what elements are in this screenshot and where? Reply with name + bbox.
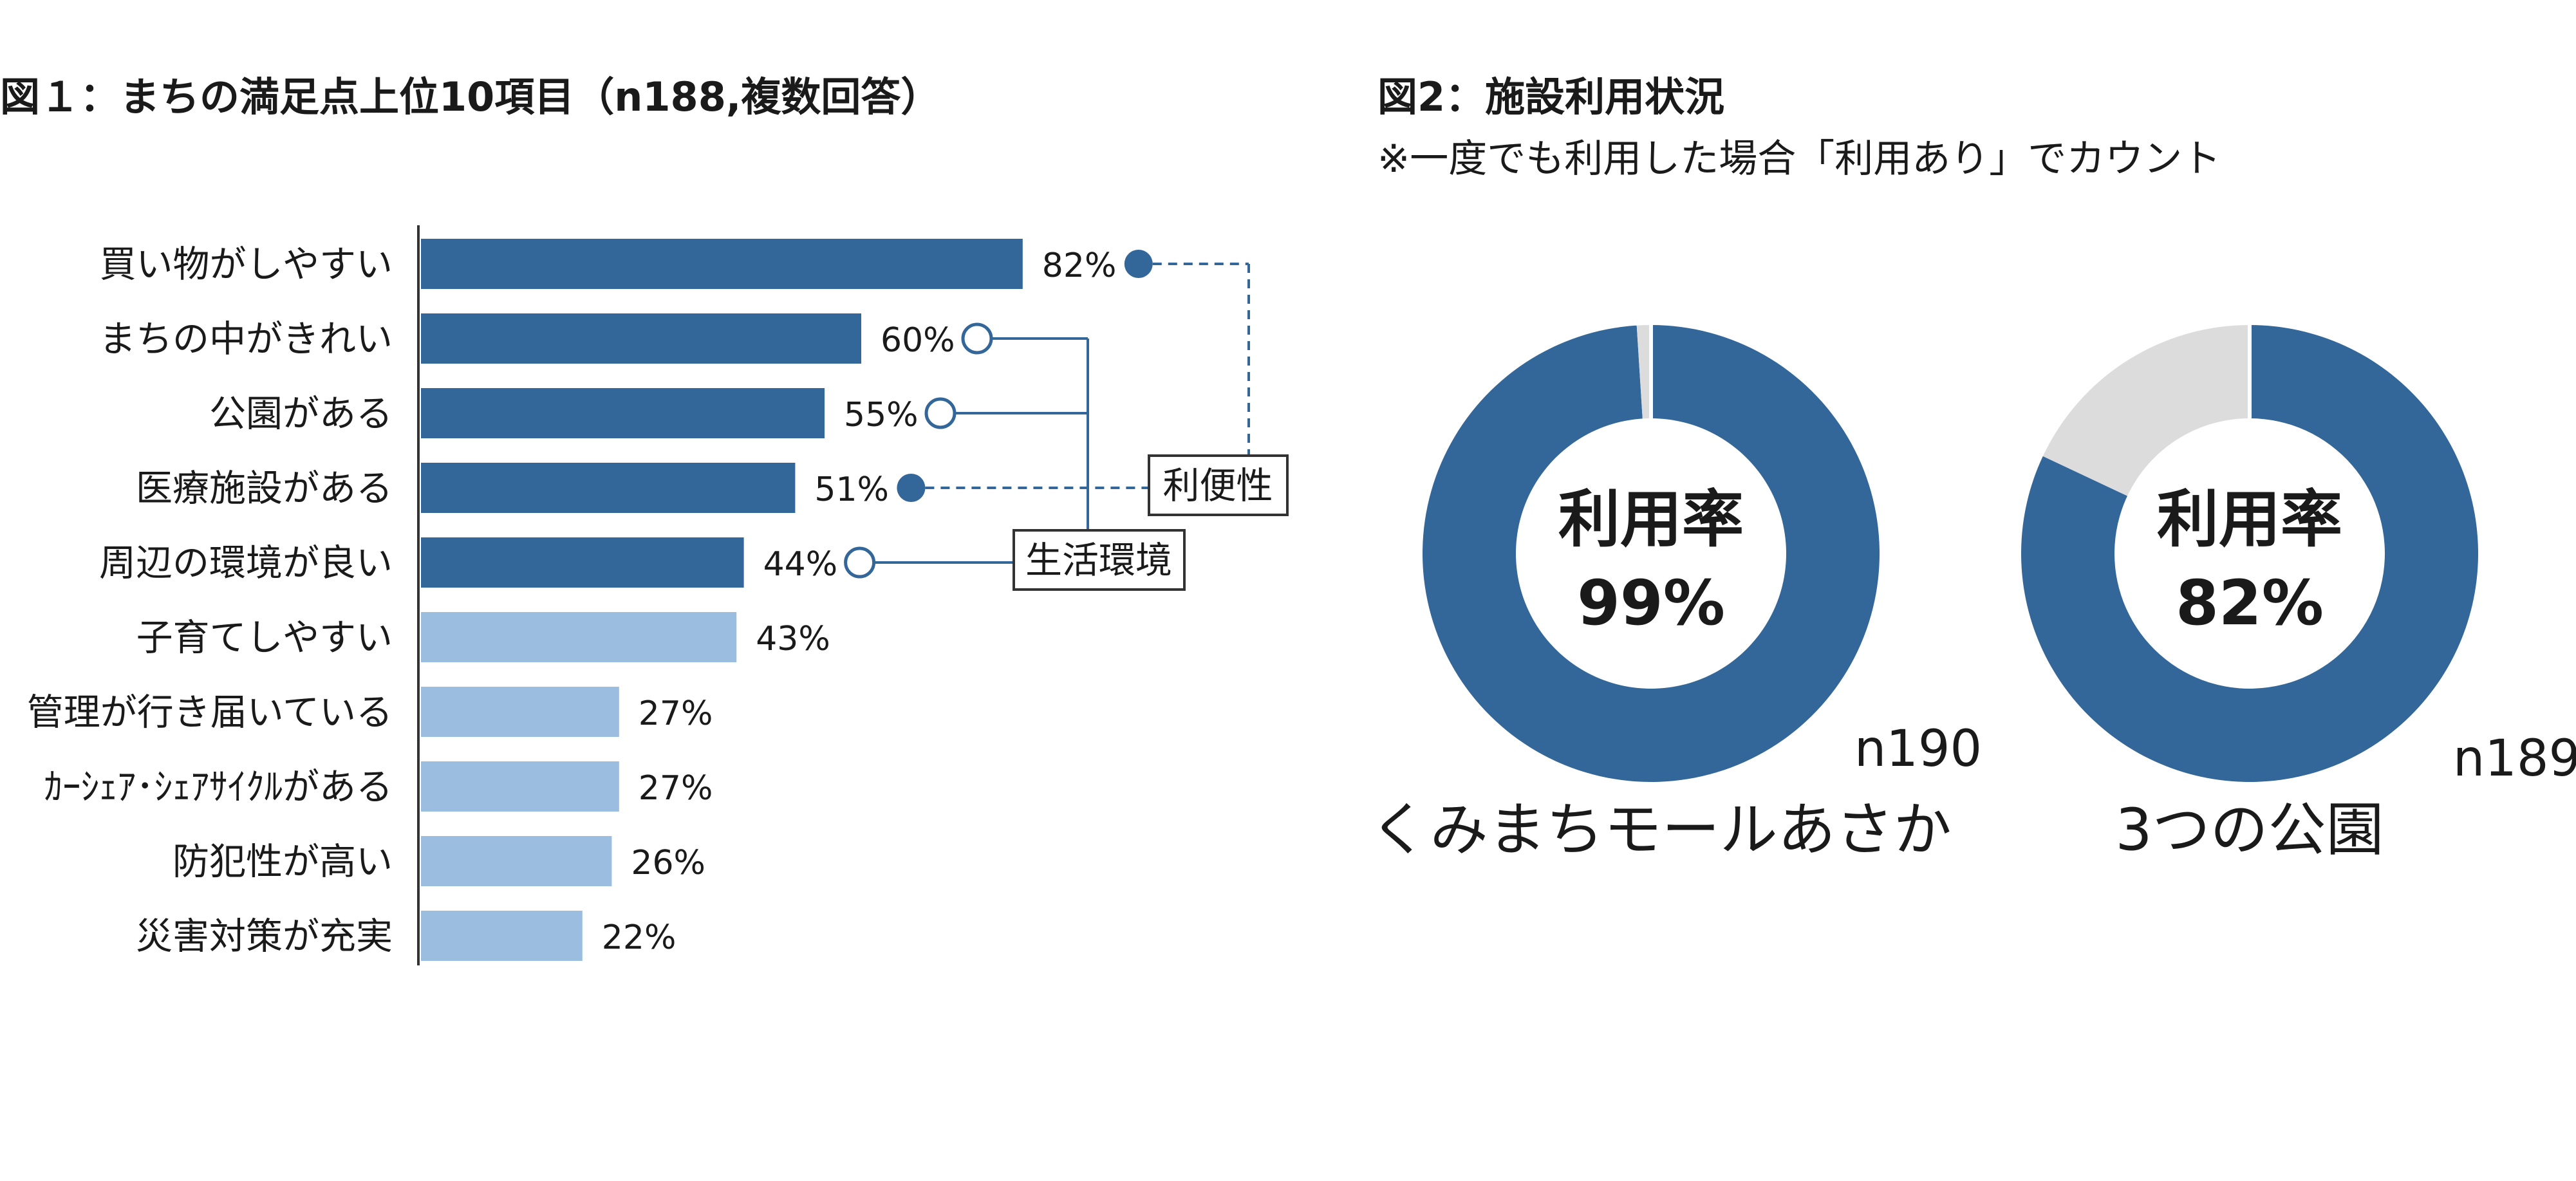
bar-4 xyxy=(421,463,796,513)
donut-1-unused-slice xyxy=(1636,325,1651,419)
living-marker-2 xyxy=(924,397,957,429)
category-label-2: まちの中がきれい xyxy=(99,318,393,360)
fig2-subtitle: ※一度でも利用した場合「利用あり」でカウント xyxy=(1377,136,2221,181)
living-marker-3 xyxy=(844,546,876,579)
bar-10 xyxy=(421,911,583,961)
living-box xyxy=(1013,529,1186,591)
category-label-8: ｶｰｼｪｱ･ｼｪｱｻｲｸﾙがある xyxy=(44,766,393,808)
living-group-label: 生活環境 xyxy=(1025,539,1172,582)
donut-2-used-slice xyxy=(2021,325,2478,782)
value-label-3: 55% xyxy=(844,396,919,434)
value-label-4: 51% xyxy=(814,470,889,509)
fig1-title: 図１：まちの満足点上位10項目（n188,複数回答） xyxy=(0,73,941,120)
category-label-7: 管理が行き届いている xyxy=(27,691,393,734)
bar-2 xyxy=(421,313,861,364)
fig2-title: 図2：施設利用状況 xyxy=(1377,73,1725,120)
category-label-4: 医療施設がある xyxy=(136,467,393,510)
donut-1-n-label: n190 xyxy=(1854,720,1982,778)
donut-2-center-label: 利用率 xyxy=(2157,483,2342,555)
bar-8 xyxy=(421,761,619,812)
living-marker-1 xyxy=(961,322,993,355)
bar-7 xyxy=(421,687,619,737)
donut-1-used-slice xyxy=(1423,325,1880,782)
bar-3 xyxy=(421,388,825,438)
donut-1-center-value: 99% xyxy=(1577,567,1725,639)
value-label-9: 26% xyxy=(631,844,705,882)
donut-1-name: くみまちモールあさか xyxy=(1370,796,1952,864)
category-label-3: 公園がある xyxy=(209,393,393,435)
donut-2-name: 3つの公園 xyxy=(2115,796,2384,864)
value-label-8: 27% xyxy=(639,769,713,808)
value-label-7: 27% xyxy=(639,694,713,733)
value-label-6: 43% xyxy=(756,620,830,658)
bar-6 xyxy=(421,612,737,662)
category-label-6: 子育てしやすい xyxy=(136,617,393,659)
donut-2-unused-slice xyxy=(2042,325,2250,496)
donut-1-center-label: 利用率 xyxy=(1558,483,1744,555)
bar-5 xyxy=(421,537,744,588)
category-label-9: 防犯性が高い xyxy=(173,841,393,883)
category-label-10: 災害対策が充実 xyxy=(136,915,393,958)
convenience-box xyxy=(1148,454,1289,516)
value-label-2: 60% xyxy=(881,321,955,360)
bar-9 xyxy=(421,836,612,886)
category-label-1: 買い物がしやすい xyxy=(100,243,393,286)
convenience-marker-2 xyxy=(897,474,926,502)
category-label-5: 周辺の環境が良い xyxy=(99,542,393,584)
value-label-1: 82% xyxy=(1042,246,1117,285)
value-label-5: 44% xyxy=(763,545,838,584)
value-label-10: 22% xyxy=(602,918,677,957)
convenience-marker-1 xyxy=(1124,250,1153,278)
donut-2-center-value: 82% xyxy=(2176,567,2324,639)
convenience-group-label: 利便性 xyxy=(1163,465,1273,507)
donut-2-n-label: n189 xyxy=(2453,730,2576,788)
bar-1 xyxy=(421,239,1023,289)
